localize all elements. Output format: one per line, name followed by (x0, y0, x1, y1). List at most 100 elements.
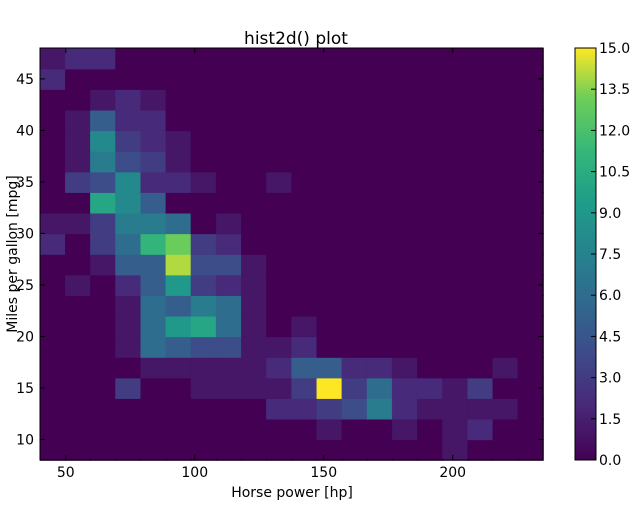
heatmap-cell (442, 295, 469, 317)
heatmap-cell (215, 398, 242, 420)
heatmap-cell (291, 377, 318, 399)
heatmap-cell (467, 377, 494, 399)
colorbar-tick-label: 10.5 (599, 165, 630, 181)
heatmap-cell (442, 398, 469, 420)
heatmap-cell (165, 356, 192, 379)
heatmap-cell (190, 171, 217, 193)
heatmap-cell (190, 150, 217, 173)
heatmap-cell (140, 439, 167, 461)
heatmap-cell (366, 150, 393, 173)
heatmap-cell (417, 295, 444, 317)
heatmap-cell (190, 356, 217, 379)
heatmap-cell (241, 109, 268, 132)
heatmap-cell (442, 356, 469, 379)
heatmap-cell (266, 212, 293, 235)
heatmap-cell (140, 418, 167, 441)
heatmap-cell (165, 315, 192, 338)
heatmap-cell (90, 315, 117, 338)
heatmap-cell (90, 89, 117, 111)
heatmap-cell (417, 274, 444, 296)
heatmap-cell (391, 47, 419, 70)
heatmap-cell (341, 356, 368, 379)
heatmap-cell (417, 233, 444, 255)
heatmap-cell (391, 212, 419, 235)
heatmap-cell (291, 109, 318, 132)
heatmap-cell (115, 150, 142, 173)
heatmap-cell (316, 212, 343, 235)
heatmap-cell (65, 418, 92, 441)
heatmap-cell (467, 295, 494, 317)
heatmap-cell (391, 336, 419, 358)
heatmap-cell (140, 377, 167, 399)
heatmap-cell (266, 109, 293, 132)
heatmap-cell (140, 171, 167, 193)
heatmap-cell (492, 398, 519, 420)
heatmap-cell (65, 150, 92, 173)
heatmap-cell (115, 253, 142, 276)
heatmap-cell (492, 253, 519, 276)
heatmap-cell (266, 336, 293, 358)
x-axis-ticks: 50 100 150 200 (57, 48, 466, 481)
heatmap-cell (266, 171, 293, 193)
heatmap-cell (316, 233, 343, 255)
heatmap-cell (417, 377, 444, 399)
heatmap-cell (291, 439, 318, 461)
heatmap-cell (241, 130, 268, 152)
heatmap-cell (39, 109, 66, 132)
heatmap-cell (65, 377, 92, 399)
heatmap-cell (190, 212, 217, 235)
heatmap-cell (39, 253, 66, 276)
heatmap-cell (517, 233, 544, 255)
heatmap-cell (391, 274, 419, 296)
heatmap-cell (140, 315, 167, 338)
heatmap-cell (65, 47, 92, 70)
heatmap-cell (266, 398, 293, 420)
heatmap-cell (316, 68, 343, 90)
heatmap-cell (467, 171, 494, 193)
heatmap-cell (517, 398, 544, 420)
heatmap-cell (467, 212, 494, 235)
heatmap-cell (366, 47, 393, 70)
heatmap-cell (215, 89, 242, 111)
heatmap-cell (341, 418, 368, 441)
heatmap-cell (417, 192, 444, 214)
heatmap-cell (190, 274, 217, 296)
heatmap-cell (366, 377, 393, 399)
heatmap-cell (366, 274, 393, 296)
heatmap-cell (442, 150, 469, 173)
heatmap-cell (341, 47, 368, 70)
heatmap-cell (266, 150, 293, 173)
heatmap-cell (241, 68, 268, 90)
heatmap-cell (341, 68, 368, 90)
heatmap-cell (215, 418, 242, 441)
heatmap-cell (241, 47, 268, 70)
heatmap-cell (266, 68, 293, 90)
chart-title: hist2d() plot (244, 29, 348, 49)
heatmap-cell (291, 295, 318, 317)
heatmap-cell (467, 356, 494, 379)
heatmap-cell (291, 418, 318, 441)
heatmap-cell (215, 212, 242, 235)
heatmap-cell (215, 356, 242, 379)
y-tick-label: 45 (16, 72, 34, 88)
heatmap-cell (467, 130, 494, 152)
heatmap-cell (492, 192, 519, 214)
heatmap-cell (492, 336, 519, 358)
heatmap-cell (140, 47, 167, 70)
heatmap-cell (492, 439, 519, 461)
heatmap-cell (417, 418, 444, 441)
heatmap-cell (366, 130, 393, 152)
heatmap-cell (467, 109, 494, 132)
heatmap-cell (442, 315, 469, 338)
heatmap-cell (517, 47, 544, 70)
heatmap-cell (241, 274, 268, 296)
heatmap-cell (140, 295, 167, 317)
heatmap-cell (391, 130, 419, 152)
heatmap-cell (341, 89, 368, 111)
heatmap-cell (39, 89, 66, 111)
heatmap-cells (39, 47, 544, 461)
y-axis-ticks: 10 15 20 25 30 35 40 45 (16, 72, 543, 448)
heatmap-cell (65, 315, 92, 338)
heatmap-cell (215, 68, 242, 90)
heatmap-cell (115, 356, 142, 379)
